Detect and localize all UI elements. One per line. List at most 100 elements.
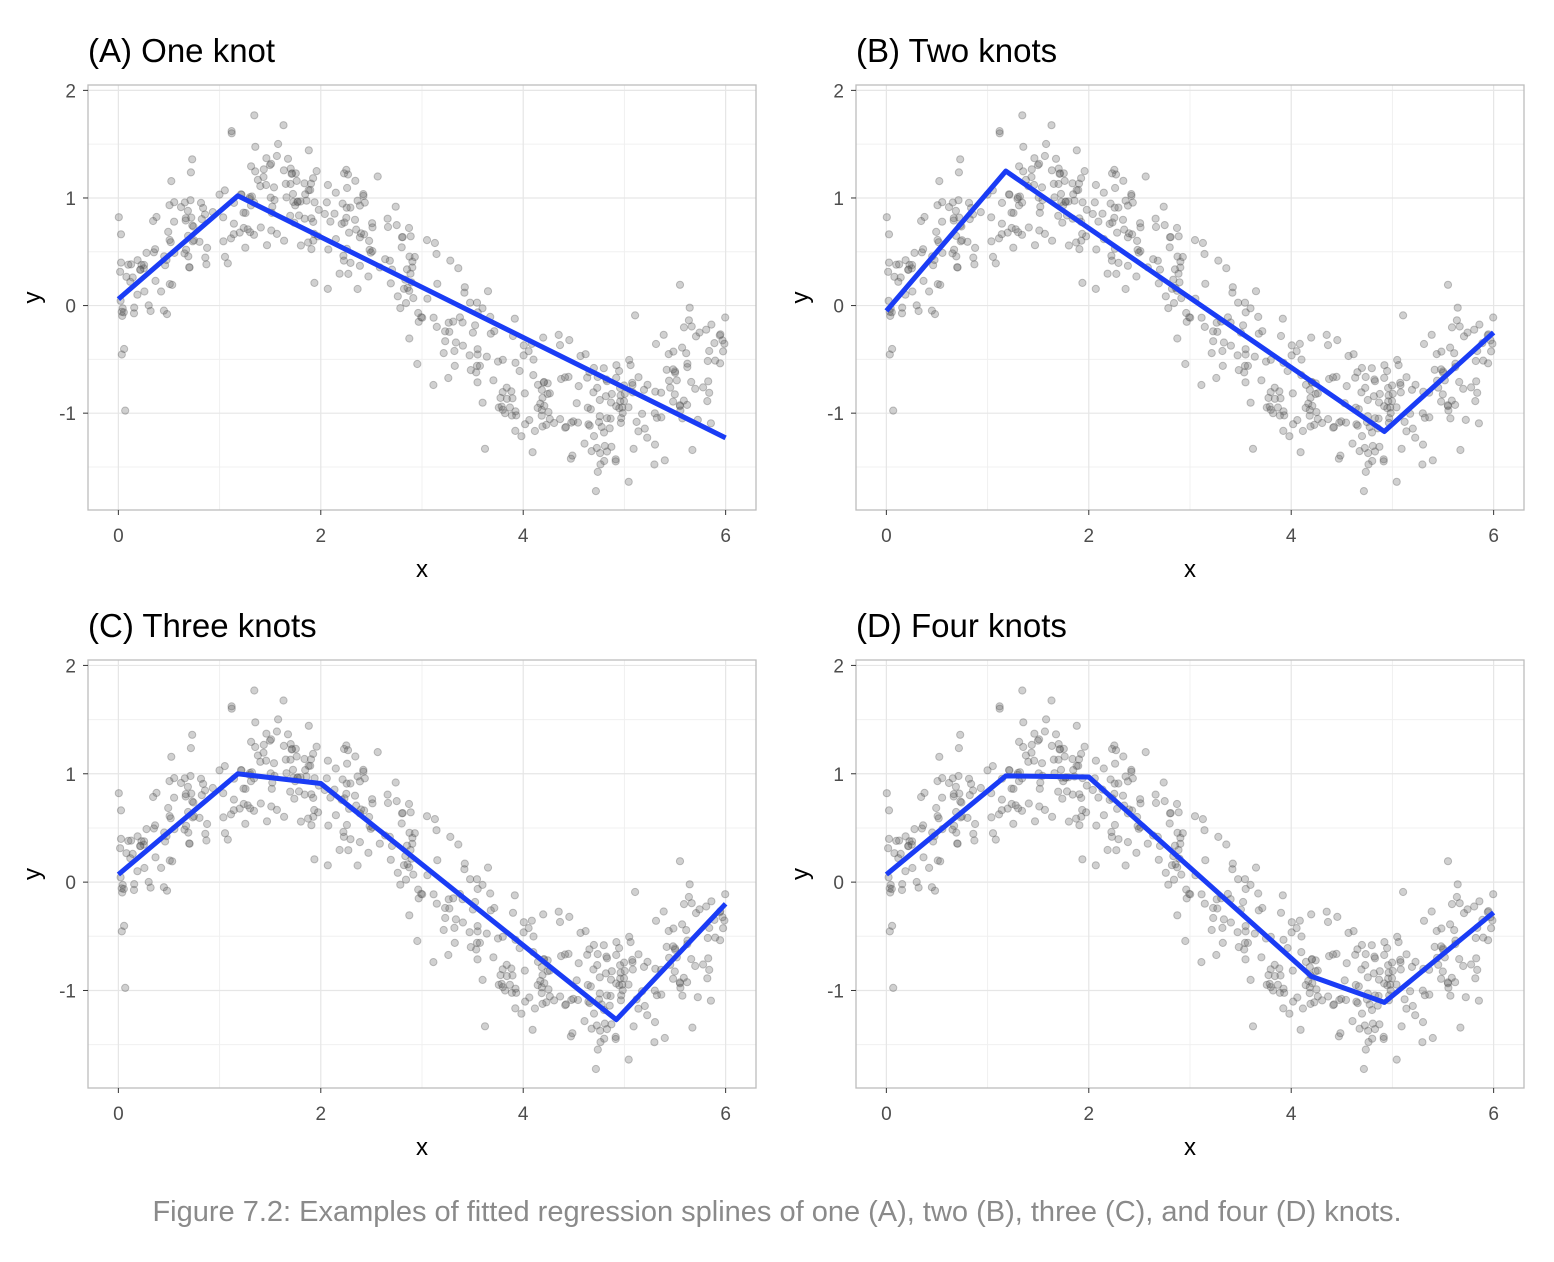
scatter-point [568,451,577,460]
scatter-point [114,213,123,222]
scatter-point [346,203,355,212]
scatter-point [1385,414,1394,423]
scatter-point [1388,966,1397,976]
scatter-point [917,216,926,226]
scatter-point [1329,1001,1338,1010]
scatter-point [908,287,917,296]
scatter-point [1487,924,1496,933]
scatter-point [605,424,614,433]
scatter-point [512,988,521,997]
scatter-point [466,875,475,884]
scatter-point [1243,361,1253,370]
scatter-point [1035,802,1044,811]
scatter-point [1473,965,1482,975]
scatter-point [1068,179,1077,188]
scatter-point [1036,202,1045,211]
scatter-point [956,730,965,739]
scatter-point [1312,408,1321,417]
scatter-point [1040,805,1050,815]
scatter-point [342,203,351,212]
scatter-point [625,932,634,942]
scatter-point [1015,737,1024,747]
scatter-point [652,991,662,1000]
scatter-point [650,1018,660,1027]
scatter-point [1047,121,1056,130]
scatter-point [475,361,484,370]
scatter-point [586,982,595,991]
scatter-point [247,737,256,747]
x-axis-label: x [416,556,428,583]
scatter-point [296,241,305,250]
scatter-point [1307,955,1317,964]
scatter-point [128,849,137,859]
scatter-point [1402,427,1411,436]
scatter-point [679,396,688,405]
scatter-point [884,834,894,844]
grid-b [856,85,1524,510]
scatter-point [489,376,498,385]
scatter-points-b [882,111,1498,496]
scatter-point [1018,111,1027,120]
scatter-point [1088,209,1097,219]
scatter-point [208,783,217,793]
scatter-point [1375,1020,1384,1029]
scatter-point [320,209,329,219]
scatter-point [309,217,318,226]
scatter-point [1054,755,1063,764]
scatter-point [1459,384,1468,393]
scatter-point [1380,361,1389,370]
scatter-point [651,964,660,973]
scatter-point [1399,887,1408,897]
scatter-point [1399,311,1408,320]
scatter-point [360,198,369,207]
scatter-point [1030,817,1040,826]
scatter-point [634,1004,643,1013]
scatter-point [127,836,136,845]
scatter-point [671,945,680,954]
scatter-point [1304,976,1313,986]
scatter-point [1248,444,1258,453]
scatter-point [1453,303,1462,312]
scatter-point [589,388,598,397]
scatter-point [241,819,250,828]
scatter-point [1355,447,1364,456]
scatter-point [439,925,448,935]
scatter-point [1207,349,1216,358]
scatter-point [967,779,976,789]
scatter-point [1080,167,1089,176]
scatter-point [1080,742,1089,751]
scatter-point [322,774,331,783]
scatter-point [898,303,907,312]
scatter-point [581,350,590,359]
scatter-point [1124,229,1134,238]
scatter-point [309,793,318,803]
scatter-point [688,445,697,455]
scatter-point [1074,755,1084,764]
scatter-point [249,230,259,239]
scatter-point [423,294,432,303]
scatter-point [1355,1024,1364,1033]
scatter-point [1397,444,1406,453]
scatter-point [1047,741,1057,751]
scatter-point [151,245,160,254]
scatter-point [538,393,547,402]
scatter-point [1114,779,1123,788]
scatter-point [220,762,229,771]
scatter-point [1334,454,1344,463]
grid-a [88,85,756,510]
scatter-point [1082,232,1091,241]
scatter-point [1049,179,1058,188]
scatter-point [997,198,1007,207]
scatter-point [451,915,460,924]
scatter-point [611,1034,620,1044]
scatter-point [137,837,146,846]
scatter-point [282,193,291,202]
scatter-point [323,756,332,765]
scatter-point [1489,890,1498,899]
scatter-point [392,797,401,806]
scatter-point [583,373,592,382]
scatter-point [304,721,313,730]
scatter-point [397,809,407,818]
scatter-point [137,260,146,269]
